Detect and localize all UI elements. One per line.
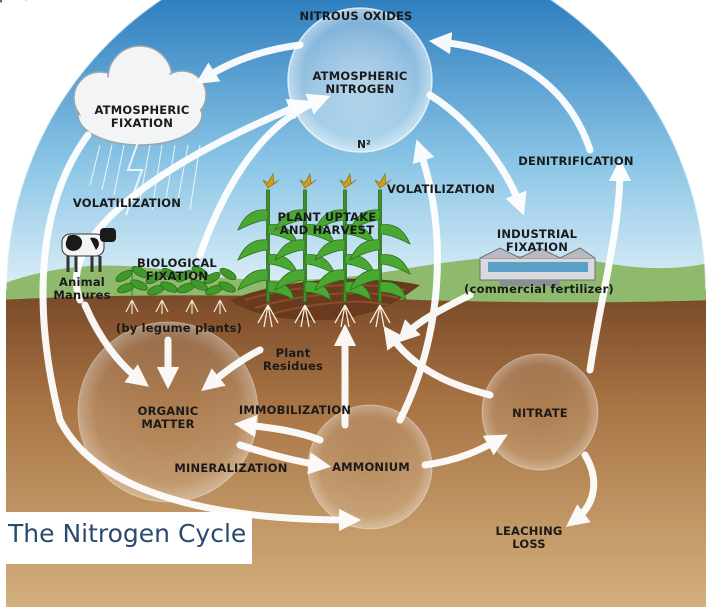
- label-plant-uptake: PLANT UPTAKE AND HARVEST: [277, 210, 377, 237]
- arrow-volatilization-right: [396, 139, 441, 424]
- label-mineralization: MINERALIZATION: [174, 461, 288, 475]
- label-biological-fixation: BIOLOGICAL FIXATION: [137, 256, 217, 283]
- caption-background: [0, 512, 252, 564]
- label-plant-residues: Plant Residues: [262, 346, 324, 373]
- arrow-denitrification: [586, 158, 632, 374]
- label-volatilization-left: VOLATILIZATION: [72, 196, 182, 210]
- arrow-to-atmospheric-fixation: [195, 41, 304, 85]
- label-nitrate: NITRATE: [512, 406, 568, 420]
- arrow-immobilization: [233, 414, 324, 444]
- cloud: [73, 45, 207, 146]
- legume-plants: [115, 265, 237, 298]
- label-immobilization: IMMOBILIZATION: [238, 403, 352, 417]
- label-leaching-loss: LEACHING LOSS: [495, 524, 563, 551]
- arrow-fertilizer-soil: [397, 291, 474, 343]
- arrow-denitrification-top: [428, 31, 594, 154]
- label-atmospheric-fixation: ATMOSPHERIC FIXATION: [94, 103, 190, 130]
- label-denitrification: DENITRIFICATION: [518, 154, 634, 168]
- arrow-mineralization: [236, 441, 332, 475]
- label-industrial-fixation: INDUSTRIAL FIXATION: [496, 227, 578, 254]
- label-commercial-fertilizer: (commercial fertilizer): [464, 282, 614, 296]
- label-n2: N²: [357, 139, 371, 151]
- label-legume-plants: (by legume plants): [115, 321, 243, 335]
- label-nitrous-oxides: NITROUS OXIDES: [299, 9, 413, 23]
- arrow-ammonium-nitrate: [421, 434, 508, 469]
- atmospheric-nitrogen-bubble: [287, 7, 433, 153]
- corn-roots: [257, 304, 391, 328]
- factory-icon: [479, 247, 596, 286]
- arrow-manure-organic: [81, 301, 149, 387]
- nitrate-bubble: [481, 353, 599, 471]
- page-title: The Nitrogen Cycle: [8, 519, 247, 548]
- label-ammonium: AMMONIUM: [332, 460, 410, 474]
- arrow-biological-fixation: [196, 93, 331, 259]
- cow-icon: [61, 228, 116, 272]
- arrow-volatilization-left: [72, 98, 311, 304]
- corn-plants: [0, 0, 27, 3]
- legume-roots: [125, 299, 227, 314]
- label-animal-manures: Animal Manures: [53, 275, 111, 302]
- arrow-atmospheric-fixation-down: [39, 131, 92, 424]
- arrow-leaching: [566, 451, 598, 527]
- arrow-nitrate-plants: [383, 325, 494, 399]
- arrows: [39, 31, 632, 532]
- label-organic-matter: ORGANIC MATTER: [137, 404, 199, 431]
- arrow-residue-organic: [201, 346, 264, 391]
- arrow-industrial-fixation: [426, 91, 527, 216]
- label-volatilization-right: VOLATILIZATION: [386, 182, 496, 196]
- label-atmospheric-nitrogen: ATMOSPHERIC NITROGEN: [312, 69, 408, 96]
